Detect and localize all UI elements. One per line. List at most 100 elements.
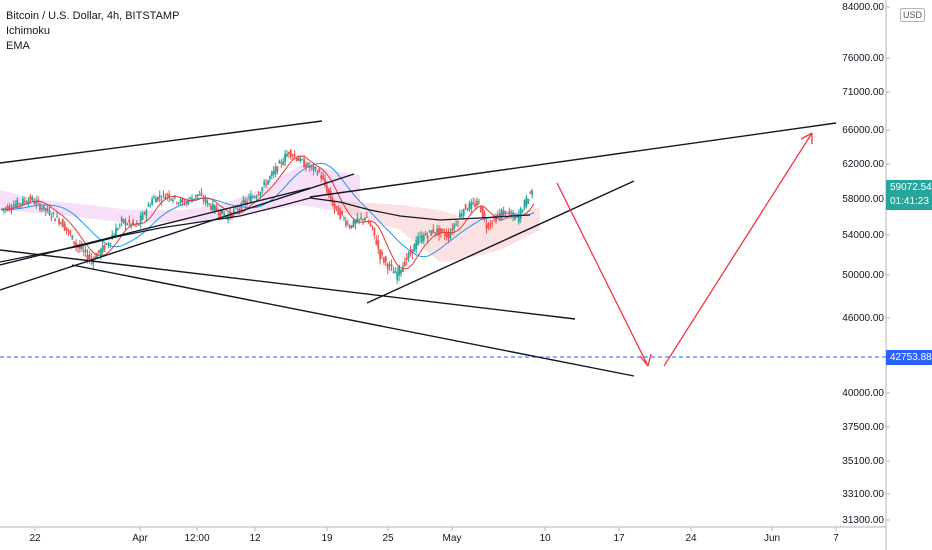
candle-body — [75, 242, 77, 247]
candle-body — [519, 208, 522, 219]
candle-body — [365, 216, 368, 218]
currency-badge[interactable]: USD — [900, 8, 926, 22]
candle-body — [341, 211, 343, 215]
candle-body — [324, 178, 326, 186]
candle-body — [419, 236, 421, 238]
candle-body — [284, 153, 286, 163]
candle-body — [436, 229, 438, 233]
candle-body — [198, 194, 201, 196]
candle-body — [367, 221, 370, 224]
indicator-ichimoku-label[interactable]: Ichimoku — [6, 25, 51, 37]
projection-up-line — [663, 132, 813, 367]
price-tick-label: 84000.00 — [842, 2, 884, 13]
candle-body — [88, 254, 91, 260]
candle-body — [189, 197, 191, 199]
candle-body — [286, 153, 288, 157]
candle-body — [196, 194, 199, 197]
candle-body — [179, 199, 182, 203]
candle-body — [194, 195, 197, 198]
price-tick-label: 46000.00 — [842, 313, 884, 324]
price-tick-label: 71000.00 — [842, 87, 884, 98]
cloud-segment-bull — [0, 165, 360, 222]
candle-body — [316, 172, 319, 175]
candle-body — [468, 203, 471, 210]
candle-body — [301, 159, 304, 161]
candle-body — [426, 235, 429, 239]
candle-body — [128, 219, 131, 223]
candle-body — [35, 201, 38, 204]
candle-body — [193, 198, 195, 200]
candle-body — [335, 206, 338, 208]
candle-body — [94, 256, 96, 260]
candle-body — [113, 234, 115, 237]
time-tick-label: 17 — [613, 533, 625, 544]
candle-body — [3, 208, 5, 210]
candle-body — [22, 198, 24, 205]
symbol-title[interactable]: Bitcoin / U.S. Dollar, 4h, BITSTAMP — [6, 10, 180, 22]
candle-body — [415, 240, 418, 250]
candle-body — [455, 224, 457, 226]
candle-body — [371, 225, 374, 227]
candle-body — [278, 160, 281, 164]
candle-body — [217, 213, 220, 216]
candle-body — [430, 230, 433, 236]
candle-body — [310, 164, 313, 167]
candle-body — [164, 196, 167, 200]
candle-body — [251, 196, 254, 198]
price-axis[interactable]: 84000.00 76000.00 71000.00 66000.00 62000.00… — [842, 0, 890, 550]
candle-body — [52, 212, 55, 214]
candle-body — [109, 243, 112, 245]
candle-body — [396, 271, 399, 280]
candle-body — [464, 204, 467, 210]
time-axis[interactable]: 22 Apr 12:00 12 19 25 May 10 17 24 Jun 7 — [0, 526, 886, 544]
projection-down-arrowhead-b — [647, 353, 652, 367]
candle-body — [322, 174, 324, 180]
candle-body — [185, 201, 188, 203]
candle-body — [383, 257, 385, 263]
candle-body — [257, 194, 260, 196]
candle-body — [388, 264, 391, 266]
candle-body — [428, 230, 431, 232]
candle-body — [276, 166, 279, 172]
candle-body — [177, 202, 180, 204]
candle-body — [219, 210, 222, 217]
candle-body — [130, 223, 133, 226]
candle-body — [41, 208, 43, 210]
candle-body — [12, 205, 15, 209]
level-price-label: 42753.88 — [890, 352, 932, 363]
candle-body — [345, 221, 347, 226]
candle-body — [270, 172, 273, 176]
candle-body — [29, 196, 32, 201]
candle-body — [153, 197, 155, 199]
candle-body — [407, 252, 410, 259]
trendline-drawings[interactable] — [0, 120, 886, 377]
candle-body — [79, 245, 81, 249]
candle-body — [523, 200, 526, 209]
candle-body — [392, 272, 395, 274]
candle-body — [60, 222, 62, 224]
candle-body — [18, 203, 20, 205]
candle-body — [175, 202, 178, 204]
time-tick-label: 12:00 — [184, 533, 209, 544]
candle-body — [231, 213, 233, 218]
candle-body — [314, 167, 317, 169]
indicator-ema-label[interactable]: EMA — [6, 40, 30, 52]
ichimoku-cloud — [0, 165, 540, 262]
candle-body — [234, 207, 237, 209]
candle-body — [1, 208, 3, 210]
candle-body — [126, 224, 129, 226]
candle-body — [474, 203, 476, 207]
candle-body — [487, 224, 490, 229]
candle-body — [200, 192, 203, 196]
candle-body — [242, 199, 245, 203]
level-price-tag: 42753.88 — [886, 350, 932, 365]
time-tick-label: 7 — [833, 533, 839, 544]
candle-body — [485, 223, 488, 229]
candle-body — [318, 168, 321, 173]
candle-body — [143, 212, 146, 214]
candle-body — [449, 232, 452, 239]
projection-down-arrowhead-a — [639, 355, 649, 367]
candlesticks — [1, 148, 533, 284]
candle-body — [253, 196, 256, 198]
